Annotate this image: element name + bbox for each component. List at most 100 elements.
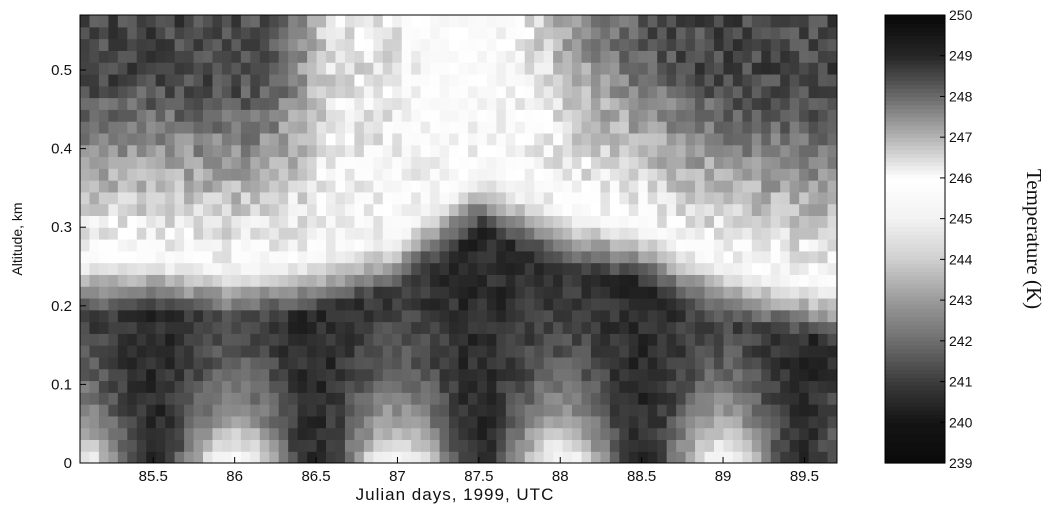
heatmap-cell bbox=[799, 132, 810, 146]
heatmap-cell bbox=[307, 274, 318, 287]
heatmap-cell bbox=[335, 404, 346, 417]
heatmap-cell bbox=[155, 109, 166, 122]
heatmap-cell bbox=[647, 333, 658, 346]
heatmap-cell bbox=[363, 439, 374, 452]
heatmap-cell bbox=[89, 26, 100, 40]
heatmap-cell bbox=[203, 356, 214, 370]
heatmap-cell bbox=[174, 262, 185, 275]
heatmap-cell bbox=[496, 297, 507, 311]
colorbar-tick-label: 240 bbox=[949, 414, 973, 430]
heatmap-cell bbox=[723, 297, 734, 311]
heatmap-cell bbox=[80, 297, 91, 311]
heatmap-cell bbox=[505, 345, 516, 358]
heatmap-cell bbox=[496, 345, 507, 358]
heatmap-cell bbox=[666, 227, 677, 240]
heatmap-cell bbox=[751, 356, 762, 370]
heatmap-cell bbox=[363, 392, 374, 405]
heatmap-cell bbox=[401, 168, 412, 181]
heatmap-cell bbox=[685, 392, 696, 405]
heatmap-cell bbox=[458, 180, 469, 193]
heatmap-cell bbox=[250, 368, 261, 382]
heatmap-cell bbox=[240, 97, 251, 110]
heatmap-cell bbox=[742, 109, 753, 122]
heatmap-cell bbox=[524, 15, 535, 28]
heatmap-cell bbox=[732, 333, 743, 346]
heatmap-cell bbox=[619, 404, 630, 417]
heatmap-cell bbox=[619, 427, 630, 441]
heatmap-cell bbox=[477, 168, 488, 181]
heatmap-cell bbox=[439, 227, 450, 240]
heatmap-cell bbox=[401, 73, 412, 87]
heatmap-cell bbox=[590, 427, 602, 441]
heatmap-cell bbox=[799, 203, 810, 217]
heatmap-cell bbox=[467, 180, 479, 193]
heatmap-cell bbox=[742, 439, 753, 452]
heatmap-cell bbox=[335, 250, 346, 264]
heatmap-cell bbox=[439, 250, 450, 264]
heatmap-cell bbox=[827, 274, 837, 287]
heatmap-cell bbox=[288, 109, 299, 122]
heatmap-cell bbox=[761, 109, 772, 122]
heatmap-cell bbox=[647, 321, 658, 334]
heatmap-cell bbox=[297, 427, 308, 441]
heatmap-cell bbox=[401, 121, 412, 134]
heatmap-cell bbox=[420, 121, 431, 134]
heatmap-cell bbox=[193, 297, 204, 311]
heatmap-cell bbox=[411, 239, 422, 252]
heatmap-cell bbox=[732, 15, 743, 28]
heatmap-cell bbox=[477, 368, 488, 382]
heatmap-cell bbox=[515, 321, 526, 334]
heatmap-cell bbox=[704, 180, 715, 193]
heatmap-cell bbox=[449, 180, 460, 193]
heatmap-cell bbox=[155, 392, 166, 405]
heatmap-cell bbox=[534, 227, 545, 240]
heatmap-cell bbox=[467, 404, 479, 417]
heatmap-cell bbox=[486, 15, 497, 28]
heatmap-cell bbox=[136, 73, 147, 87]
heatmap-cell bbox=[486, 156, 497, 169]
heatmap-cell bbox=[335, 109, 346, 122]
heatmap-cell bbox=[780, 333, 791, 346]
heatmap-cell bbox=[600, 415, 611, 429]
heatmap-cell bbox=[685, 215, 696, 228]
heatmap-cell bbox=[543, 62, 554, 75]
heatmap-cell bbox=[269, 380, 280, 393]
heatmap-cell bbox=[250, 50, 261, 63]
heatmap-cell bbox=[184, 392, 195, 405]
heatmap-cell bbox=[676, 191, 687, 205]
heatmap-cell bbox=[401, 227, 412, 240]
heatmap-cell bbox=[278, 215, 289, 228]
heatmap-cell bbox=[581, 109, 592, 122]
heatmap-cell bbox=[382, 427, 393, 441]
x-axis-label: Julian days, 1999, UTC bbox=[356, 485, 555, 504]
heatmap-cell bbox=[155, 26, 166, 40]
heatmap-cell bbox=[411, 297, 422, 311]
heatmap-cell bbox=[307, 109, 318, 122]
heatmap-cell bbox=[467, 215, 479, 228]
heatmap-cell bbox=[439, 415, 450, 429]
x-axis-ticks: 85.5 86 86.5 87 87.5 88 88.5 89 89.5 bbox=[139, 457, 819, 485]
colorbar-swatch bbox=[885, 267, 945, 273]
heatmap-cell bbox=[581, 333, 592, 346]
heatmap-cell bbox=[354, 356, 365, 370]
heatmap-cell bbox=[609, 156, 620, 169]
heatmap-cell bbox=[505, 97, 516, 110]
heatmap-cell bbox=[326, 333, 337, 346]
heatmap-cell bbox=[723, 97, 734, 110]
heatmap-cell bbox=[505, 368, 516, 382]
heatmap-cell bbox=[647, 156, 658, 169]
heatmap-cell bbox=[335, 415, 346, 429]
heatmap-cell bbox=[713, 262, 725, 275]
heatmap-cell bbox=[515, 392, 526, 405]
heatmap-cell bbox=[354, 191, 365, 205]
heatmap-cell bbox=[155, 286, 166, 299]
heatmap-cell bbox=[799, 333, 810, 346]
heatmap-cell bbox=[127, 15, 138, 28]
colorbar-swatch bbox=[885, 304, 945, 309]
heatmap-cell bbox=[562, 15, 573, 28]
heatmap-cell bbox=[695, 203, 706, 217]
heatmap-cell bbox=[770, 168, 781, 181]
heatmap-cell bbox=[808, 333, 819, 346]
heatmap-cell bbox=[382, 392, 393, 405]
heatmap-cell bbox=[326, 286, 337, 299]
